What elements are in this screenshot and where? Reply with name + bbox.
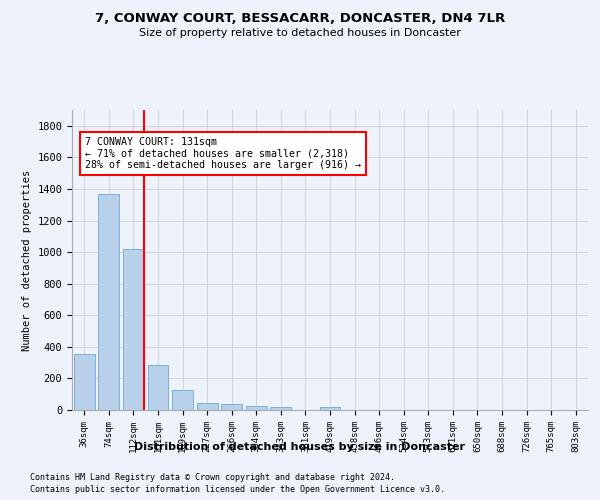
Bar — [148, 364, 169, 410]
Text: Contains HM Land Registry data © Crown copyright and database right 2024.: Contains HM Land Registry data © Crown c… — [30, 472, 395, 482]
Bar — [197, 403, 218, 410]
Text: Contains public sector information licensed under the Open Government Licence v3: Contains public sector information licen… — [30, 485, 445, 494]
Text: Distribution of detached houses by size in Doncaster: Distribution of detached houses by size … — [134, 442, 466, 452]
Bar — [74, 354, 95, 410]
Bar — [271, 406, 292, 410]
Y-axis label: Number of detached properties: Number of detached properties — [22, 170, 32, 350]
Text: 7, CONWAY COURT, BESSACARR, DONCASTER, DN4 7LR: 7, CONWAY COURT, BESSACARR, DONCASTER, D… — [95, 12, 505, 26]
Bar — [320, 407, 340, 410]
Bar — [172, 390, 193, 410]
Bar — [246, 406, 267, 410]
Bar — [98, 194, 119, 410]
Bar — [221, 404, 242, 410]
Text: Size of property relative to detached houses in Doncaster: Size of property relative to detached ho… — [139, 28, 461, 38]
Text: 7 CONWAY COURT: 131sqm
← 71% of detached houses are smaller (2,318)
28% of semi-: 7 CONWAY COURT: 131sqm ← 71% of detached… — [85, 137, 361, 170]
Bar — [123, 249, 144, 410]
